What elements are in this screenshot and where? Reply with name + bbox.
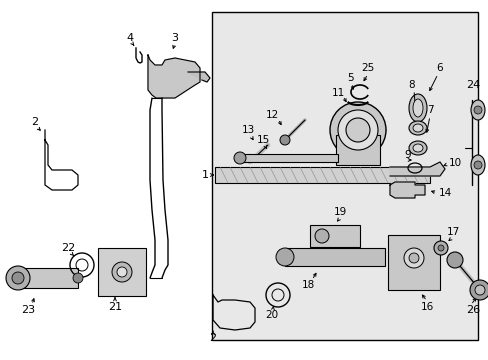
Circle shape — [408, 253, 418, 263]
Text: 8: 8 — [408, 80, 414, 90]
Text: 24: 24 — [465, 80, 479, 90]
Circle shape — [12, 272, 24, 284]
Circle shape — [112, 262, 132, 282]
Text: 2: 2 — [209, 333, 216, 343]
Text: 6: 6 — [436, 63, 443, 73]
Circle shape — [437, 245, 443, 251]
Bar — [335, 135, 379, 165]
Circle shape — [280, 135, 289, 145]
Text: 20: 20 — [265, 310, 278, 320]
Polygon shape — [187, 72, 209, 82]
Circle shape — [473, 106, 481, 114]
Circle shape — [314, 229, 328, 243]
Bar — [285, 248, 384, 266]
Polygon shape — [389, 162, 444, 176]
Bar — [309, 225, 359, 247]
Ellipse shape — [412, 144, 422, 152]
Ellipse shape — [408, 121, 426, 135]
Text: 16: 16 — [420, 302, 433, 312]
Text: 12: 12 — [265, 110, 278, 120]
Circle shape — [473, 161, 481, 169]
Text: 7: 7 — [426, 105, 432, 115]
Text: 23: 23 — [21, 305, 35, 315]
Text: 5: 5 — [346, 73, 353, 83]
Circle shape — [275, 248, 293, 266]
Circle shape — [73, 273, 83, 283]
Text: 26: 26 — [465, 305, 479, 315]
Text: 13: 13 — [241, 125, 254, 135]
Circle shape — [433, 241, 447, 255]
Text: 14: 14 — [437, 188, 451, 198]
Circle shape — [6, 266, 30, 290]
Ellipse shape — [408, 94, 426, 122]
Text: 1: 1 — [201, 170, 208, 180]
Text: 17: 17 — [446, 227, 459, 237]
Circle shape — [474, 285, 484, 295]
Text: 11: 11 — [331, 88, 344, 98]
Text: 22: 22 — [61, 243, 75, 253]
Circle shape — [234, 152, 245, 164]
Circle shape — [469, 280, 488, 300]
Polygon shape — [148, 55, 200, 98]
Circle shape — [346, 118, 369, 142]
Text: 10: 10 — [447, 158, 461, 168]
Text: 18: 18 — [301, 280, 314, 290]
Bar — [98, 248, 146, 296]
Circle shape — [337, 110, 377, 150]
Text: 4: 4 — [126, 33, 133, 43]
Text: 3: 3 — [171, 33, 178, 43]
Circle shape — [446, 252, 462, 268]
Ellipse shape — [412, 124, 422, 132]
Text: 15: 15 — [256, 135, 269, 145]
Ellipse shape — [412, 99, 422, 117]
Text: 25: 25 — [361, 63, 374, 73]
Polygon shape — [389, 182, 424, 198]
Bar — [18, 268, 78, 288]
Bar — [212, 12, 477, 340]
Text: 2: 2 — [31, 117, 39, 127]
Circle shape — [329, 102, 385, 158]
Circle shape — [117, 267, 127, 277]
Text: 9: 9 — [404, 150, 410, 160]
Circle shape — [403, 248, 423, 268]
Text: 21: 21 — [108, 302, 122, 312]
Ellipse shape — [408, 141, 426, 155]
Text: 19: 19 — [333, 207, 346, 217]
Bar — [238, 154, 337, 162]
Ellipse shape — [470, 155, 484, 175]
Bar — [215, 167, 429, 183]
Bar — [387, 235, 439, 290]
Ellipse shape — [470, 100, 484, 120]
